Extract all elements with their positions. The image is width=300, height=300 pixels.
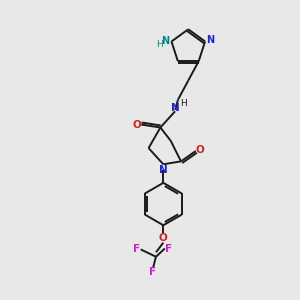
Text: N: N bbox=[206, 35, 214, 45]
Text: F: F bbox=[133, 244, 140, 254]
Text: H: H bbox=[180, 99, 187, 108]
Text: O: O bbox=[196, 145, 205, 154]
Text: O: O bbox=[133, 119, 141, 130]
Text: F: F bbox=[165, 244, 172, 254]
Text: N: N bbox=[171, 103, 179, 113]
Text: H: H bbox=[156, 40, 163, 49]
Text: N: N bbox=[159, 165, 168, 175]
Text: O: O bbox=[159, 232, 168, 243]
Text: N: N bbox=[161, 36, 169, 46]
Text: F: F bbox=[149, 267, 157, 278]
